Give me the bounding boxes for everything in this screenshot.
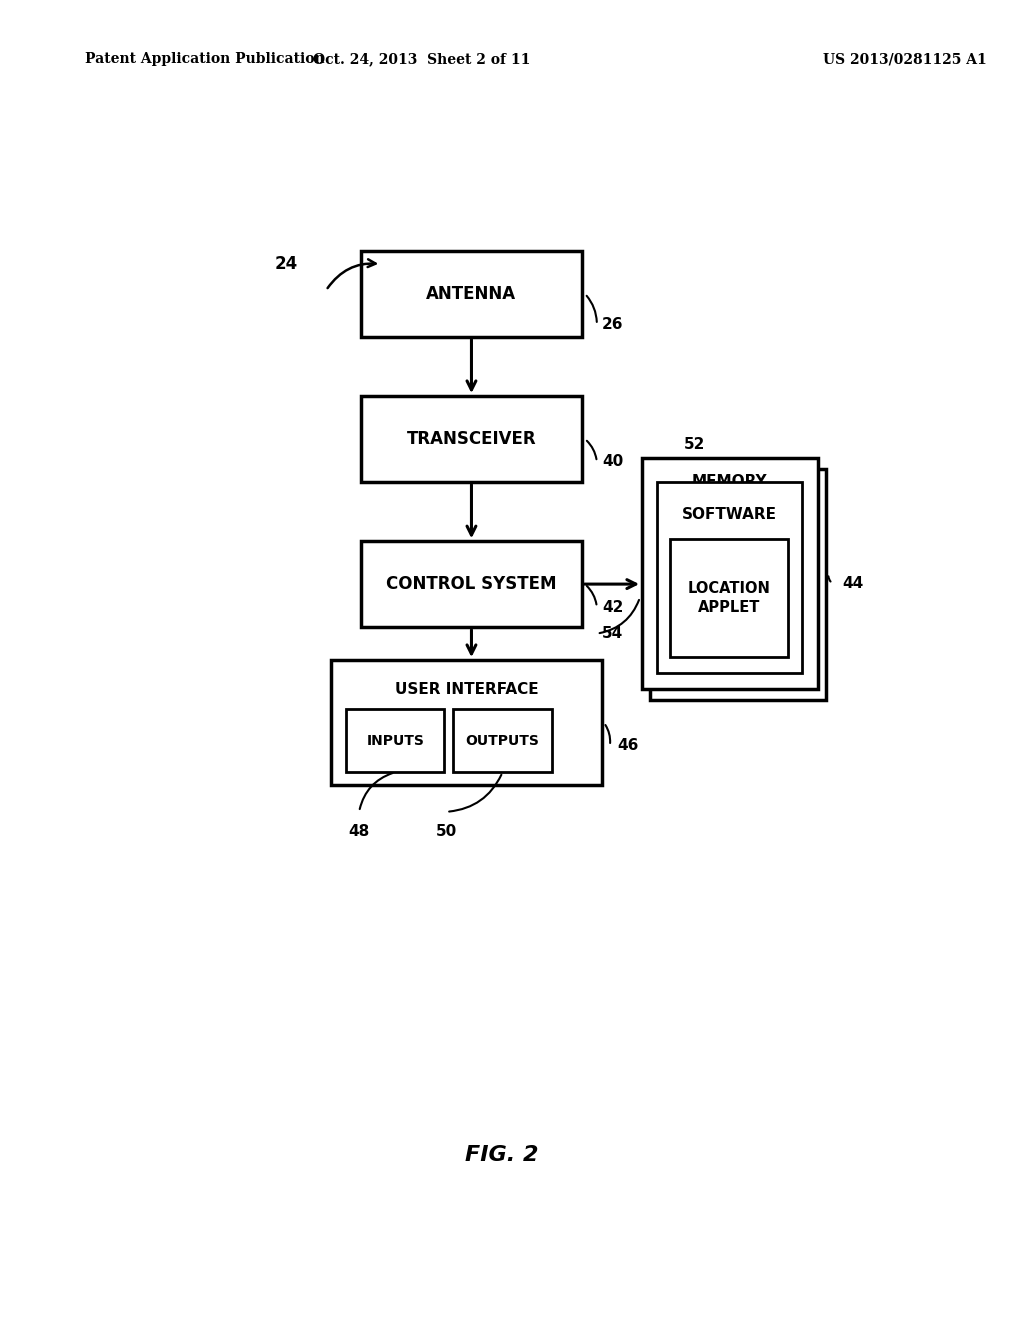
Text: MEMORY: MEMORY — [692, 474, 768, 490]
FancyBboxPatch shape — [650, 469, 825, 700]
FancyBboxPatch shape — [361, 251, 582, 337]
Text: 54: 54 — [602, 626, 624, 642]
Text: US 2013/0281125 A1: US 2013/0281125 A1 — [822, 53, 986, 66]
Text: Oct. 24, 2013  Sheet 2 of 11: Oct. 24, 2013 Sheet 2 of 11 — [312, 53, 530, 66]
FancyBboxPatch shape — [454, 709, 552, 772]
FancyBboxPatch shape — [670, 539, 788, 657]
Text: 46: 46 — [616, 738, 638, 754]
Text: SOFTWARE: SOFTWARE — [682, 507, 777, 523]
FancyBboxPatch shape — [331, 660, 602, 785]
Text: 48: 48 — [348, 824, 370, 840]
Text: TRANSCEIVER: TRANSCEIVER — [407, 430, 537, 447]
FancyBboxPatch shape — [346, 709, 444, 772]
Text: Patent Application Publication: Patent Application Publication — [85, 53, 325, 66]
Text: 42: 42 — [602, 599, 624, 615]
FancyBboxPatch shape — [361, 541, 582, 627]
Text: 24: 24 — [274, 255, 298, 273]
Text: 26: 26 — [602, 317, 624, 333]
FancyBboxPatch shape — [642, 458, 817, 689]
Text: 52: 52 — [684, 437, 706, 453]
Text: LOCATION
APPLET: LOCATION APPLET — [688, 581, 771, 615]
Text: OUTPUTS: OUTPUTS — [466, 734, 540, 747]
Text: FIG. 2: FIG. 2 — [465, 1144, 539, 1166]
Text: 40: 40 — [602, 454, 624, 470]
Text: CONTROL SYSTEM: CONTROL SYSTEM — [386, 576, 557, 593]
Text: USER INTERFACE: USER INTERFACE — [394, 681, 539, 697]
Text: ANTENNA: ANTENNA — [426, 285, 516, 302]
FancyBboxPatch shape — [657, 482, 803, 673]
FancyBboxPatch shape — [361, 396, 582, 482]
Text: INPUTS: INPUTS — [367, 734, 424, 747]
Text: 44: 44 — [843, 576, 864, 591]
Text: 50: 50 — [436, 824, 457, 840]
